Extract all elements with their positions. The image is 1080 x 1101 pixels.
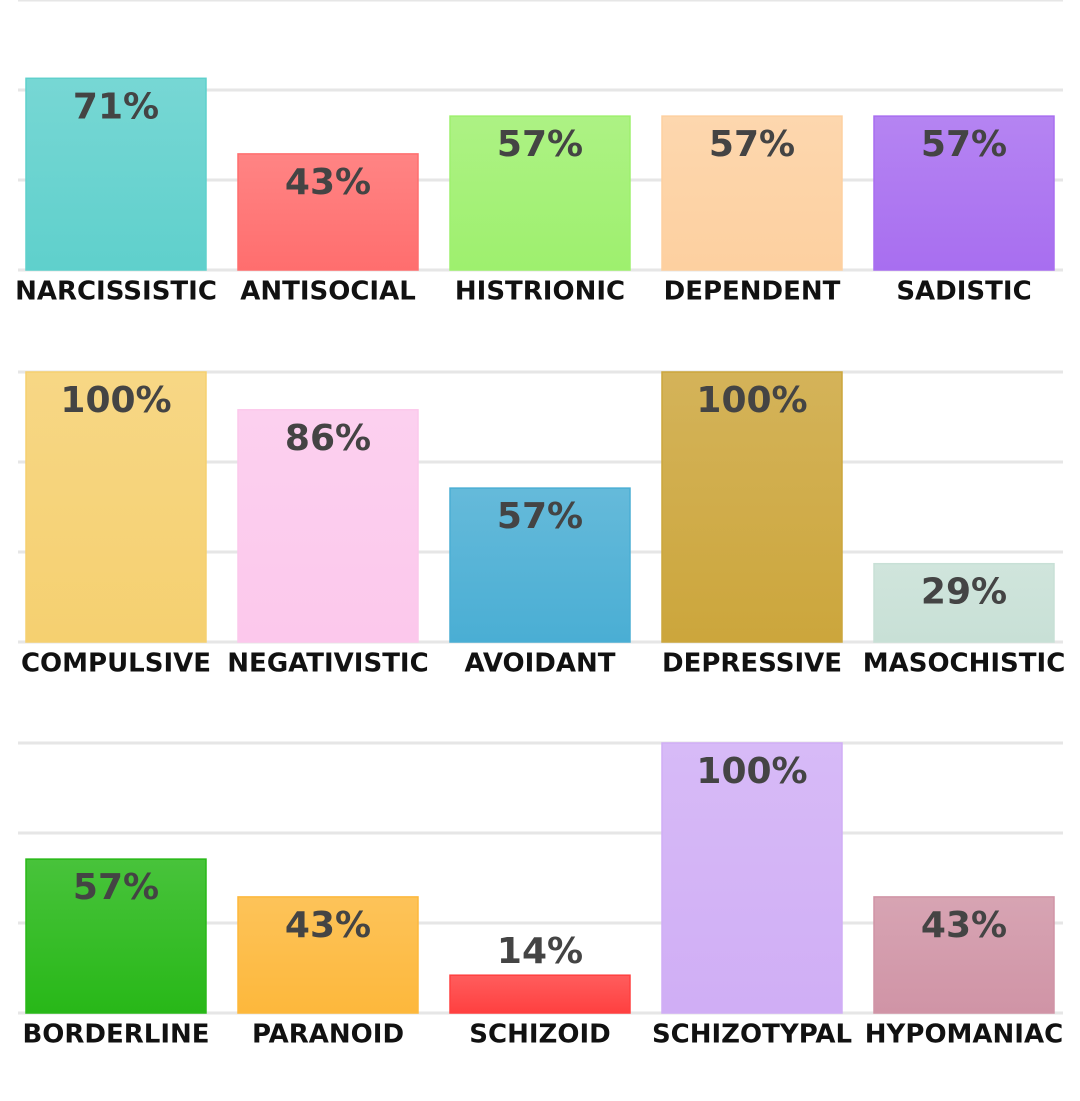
category-label: SCHIZOTYPAL <box>652 1020 852 1050</box>
value-label: 43% <box>285 905 371 946</box>
value-label: 57% <box>709 124 795 165</box>
value-label: 86% <box>285 418 371 459</box>
bar <box>449 115 631 271</box>
value-label: 43% <box>285 162 371 203</box>
value-label: 100% <box>696 751 807 792</box>
category-label: DEPENDENT <box>664 277 841 307</box>
category-label: MASOCHISTIC <box>863 649 1066 679</box>
category-label: HISTRIONIC <box>455 277 625 307</box>
category-label: HYPOMANIAC <box>865 1020 1063 1050</box>
category-label: NEGATIVISTIC <box>227 649 428 679</box>
value-label: 57% <box>921 124 1007 165</box>
value-label: 100% <box>696 380 807 421</box>
category-label: SCHIZOID <box>469 1020 610 1050</box>
bar <box>449 487 631 643</box>
bar <box>449 974 631 1014</box>
bar <box>25 858 207 1014</box>
bar <box>873 115 1055 271</box>
category-label: BORDERLINE <box>22 1020 209 1050</box>
value-label: 71% <box>73 86 159 127</box>
bar <box>25 77 207 271</box>
bar <box>661 742 843 1014</box>
category-label: ANTISOCIAL <box>240 277 416 307</box>
category-label: COMPULSIVE <box>21 649 211 679</box>
bar <box>25 371 207 643</box>
value-label: 100% <box>60 380 171 421</box>
value-label: 57% <box>497 124 583 165</box>
bar <box>873 562 1055 643</box>
value-label: 29% <box>921 572 1007 613</box>
category-label: PARANOID <box>252 1020 404 1050</box>
bar <box>237 153 419 271</box>
category-label: SADISTIC <box>896 277 1031 307</box>
category-label: DEPRESSIVE <box>662 649 842 679</box>
value-label: 57% <box>73 867 159 908</box>
category-label: NARCISSISTIC <box>15 277 217 307</box>
value-label: 14% <box>497 931 583 972</box>
bar <box>237 896 419 1014</box>
value-label: 43% <box>921 905 1007 946</box>
category-label: AVOIDANT <box>465 649 616 679</box>
bar <box>661 371 843 643</box>
value-label: 57% <box>497 496 583 537</box>
bar <box>661 115 843 271</box>
bar <box>237 409 419 643</box>
bar <box>873 896 1055 1014</box>
